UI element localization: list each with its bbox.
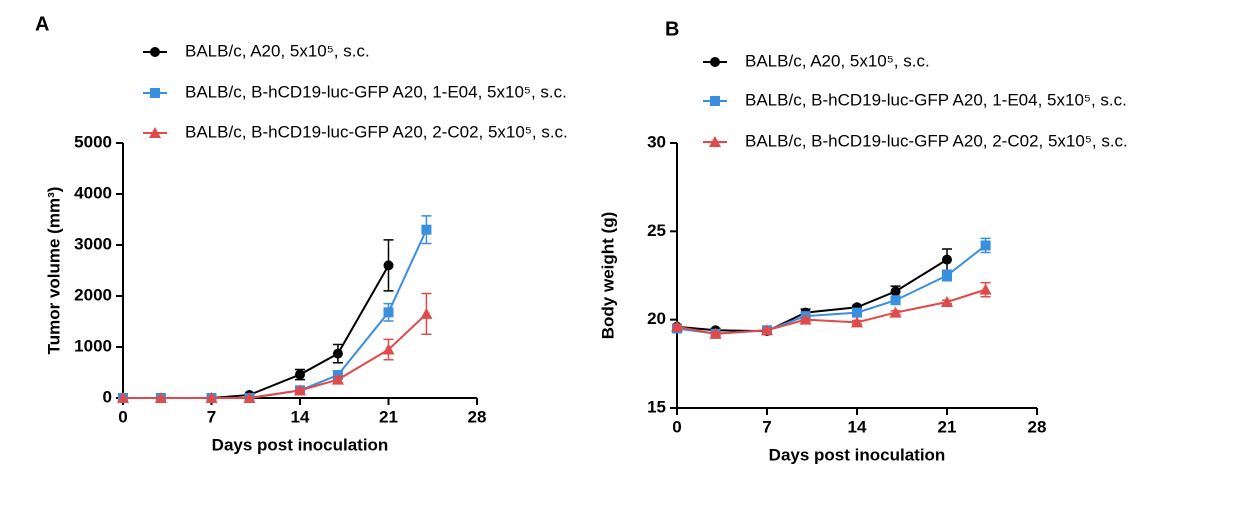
- y-tick-label: 1000: [74, 336, 112, 355]
- marker: [295, 369, 305, 380]
- marker: [890, 286, 901, 297]
- marker: [382, 343, 395, 355]
- legend-marker: [710, 96, 720, 106]
- y-axis-title: Body weight (g): [598, 212, 617, 339]
- series-line: [123, 264, 390, 399]
- marker: [243, 392, 256, 403]
- marker: [799, 313, 812, 325]
- marker: [420, 307, 433, 319]
- marker: [205, 392, 218, 403]
- x-tick-label: 0: [118, 407, 127, 426]
- y-tick-label: 15: [647, 397, 666, 416]
- marker: [709, 327, 722, 339]
- marker: [421, 224, 432, 235]
- panel-label: A: [35, 13, 49, 35]
- y-tick-label: 2000: [74, 285, 112, 304]
- marker: [294, 384, 306, 396]
- x-tick-label: 0: [672, 417, 681, 436]
- marker: [942, 254, 952, 265]
- legend-marker: [709, 136, 721, 147]
- series-line: [123, 229, 428, 399]
- x-tick-label: 28: [468, 407, 487, 426]
- marker: [852, 307, 862, 318]
- x-tick-label: 14: [291, 407, 310, 426]
- panel-label: B: [665, 18, 679, 40]
- y-tick-label: 5000: [74, 132, 112, 151]
- marker: [383, 307, 394, 318]
- legend-label: BALB/c, B-hCD19-luc-GFP A20, 1-E04, 5x10…: [745, 90, 1127, 109]
- series-line: [676, 288, 986, 335]
- x-tick-label: 7: [207, 407, 216, 426]
- y-tick-label: 3000: [74, 234, 112, 253]
- y-tick-label: 20: [647, 309, 666, 328]
- y-tick-label: 0: [103, 387, 112, 406]
- marker: [331, 373, 344, 385]
- marker: [761, 324, 773, 336]
- legend-label: BALB/c, A20, 5x10⁵, s.c.: [745, 51, 930, 70]
- marker: [890, 295, 901, 306]
- y-tick-label: 25: [647, 221, 666, 240]
- legend-label: BALB/c, A20, 5x10⁵, s.c.: [185, 41, 370, 60]
- marker: [117, 392, 129, 403]
- marker: [671, 320, 683, 332]
- marker: [851, 316, 863, 328]
- x-tick-label: 7: [762, 417, 771, 436]
- legend-marker: [150, 88, 160, 98]
- series-line: [123, 313, 428, 399]
- x-tick-label: 21: [938, 417, 957, 436]
- x-tick-label: 28: [1028, 417, 1047, 436]
- marker: [332, 348, 343, 359]
- marker: [942, 270, 952, 281]
- marker: [941, 296, 953, 307]
- marker: [889, 306, 902, 318]
- legend-marker: [149, 127, 161, 138]
- legend-marker: [710, 57, 720, 67]
- legend-marker: [150, 47, 160, 57]
- x-tick-label: 21: [379, 407, 398, 426]
- legend-label: BALB/c, B-hCD19-luc-GFP A20, 2-C02, 5x10…: [185, 122, 568, 141]
- x-axis-title: Days post inoculation: [769, 445, 946, 464]
- marker: [154, 392, 167, 403]
- legend-label: BALB/c, B-hCD19-luc-GFP A20, 2-C02, 5x10…: [745, 131, 1128, 150]
- marker: [383, 260, 394, 271]
- legend-label: BALB/c, B-hCD19-luc-GFP A20, 1-E04, 5x10…: [185, 82, 567, 101]
- y-tick-label: 4000: [74, 183, 112, 202]
- marker: [980, 240, 991, 251]
- y-tick-label: 30: [647, 132, 666, 151]
- x-tick-label: 14: [848, 417, 867, 436]
- y-axis-title: Tumor volume (mm³): [44, 187, 63, 355]
- x-axis-title: Days post inoculation: [212, 435, 389, 454]
- marker: [979, 283, 992, 295]
